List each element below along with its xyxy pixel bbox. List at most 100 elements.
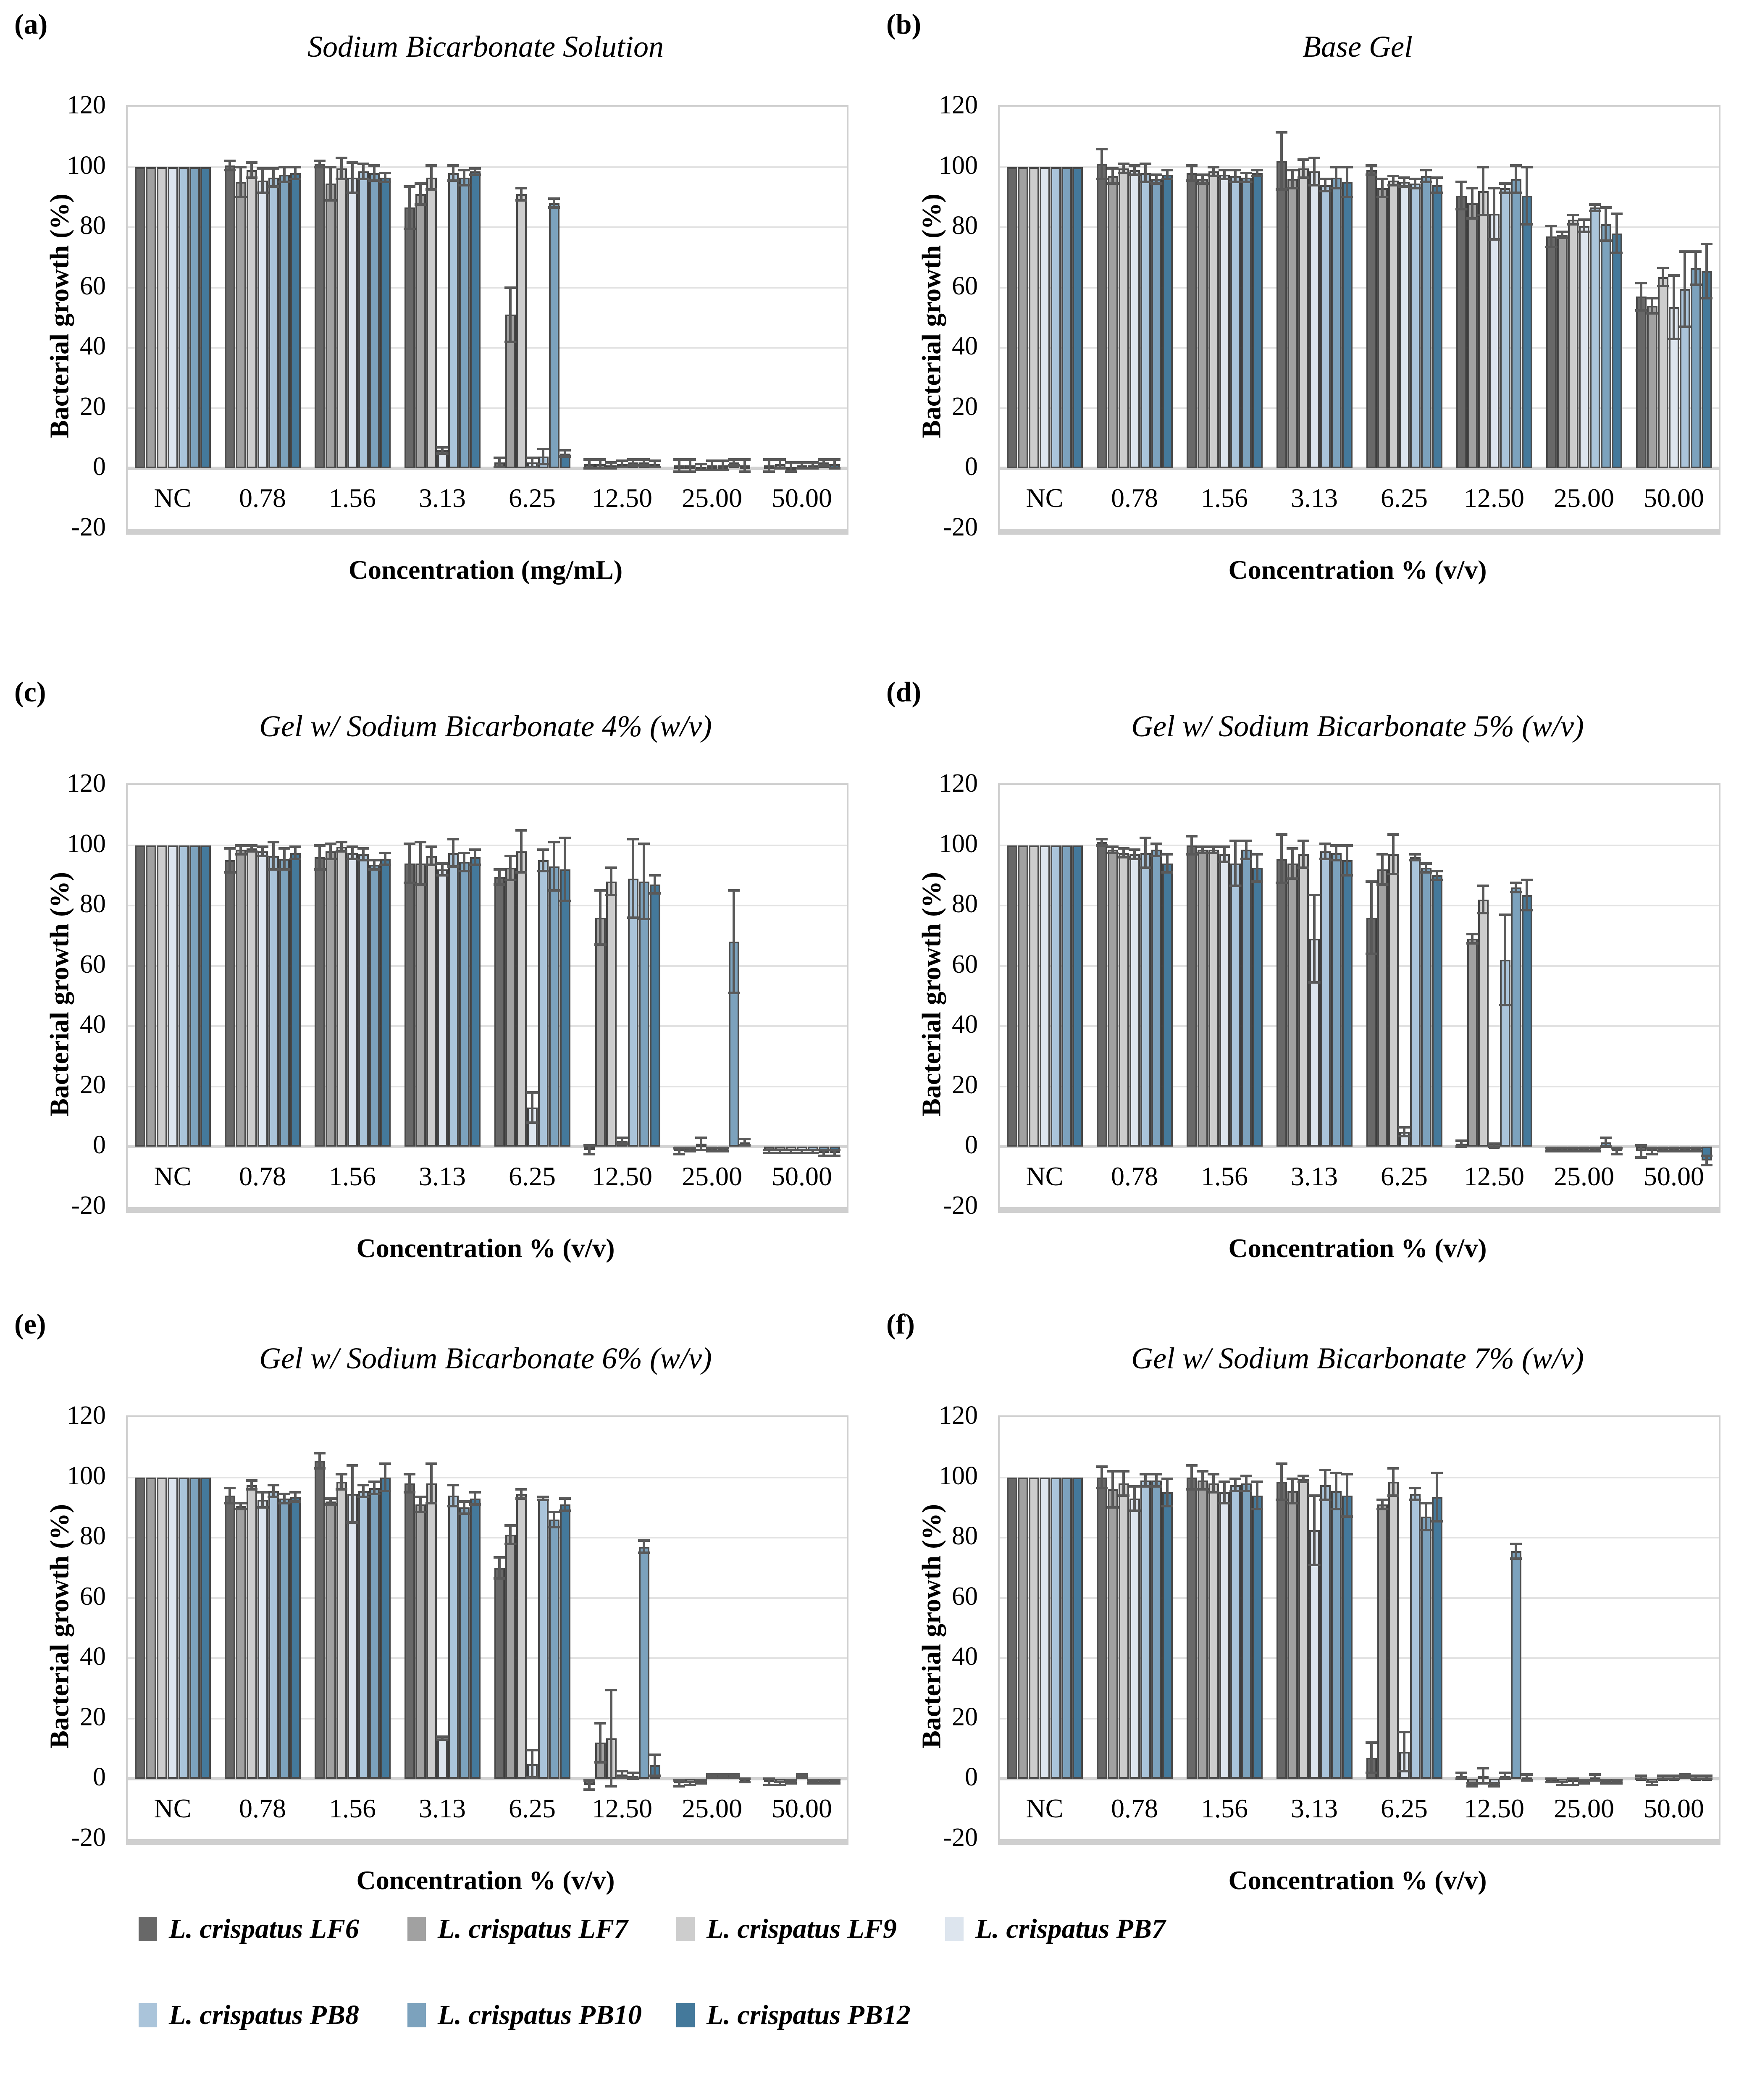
bar <box>538 860 549 1147</box>
error-bar <box>1572 215 1574 224</box>
error-bar <box>542 850 544 871</box>
error-bar <box>1414 179 1416 188</box>
error-bar-cap <box>627 1772 639 1774</box>
bar <box>358 854 369 1147</box>
error-bar <box>1245 840 1248 859</box>
bar <box>1186 845 1197 1147</box>
error-bar-cap <box>785 1148 797 1151</box>
error-bar-cap <box>1477 1782 1489 1785</box>
error-bar <box>1403 1732 1405 1772</box>
chart-panel-c: (c) Gel w/ Sodium Bicarbonate 4% (w/v) 1… <box>0 630 872 1273</box>
bar <box>156 845 167 1147</box>
error-bar-cap <box>706 469 718 472</box>
error-bar-cap <box>739 1780 751 1783</box>
error-bar-cap <box>289 1491 301 1494</box>
bar <box>279 1498 290 1779</box>
panel-label: (b) <box>886 8 922 40</box>
error-bar <box>1515 1544 1517 1559</box>
error-bar-cap <box>526 1776 538 1779</box>
error-bar-cap <box>314 160 326 163</box>
error-bar-cap <box>1240 1489 1252 1492</box>
y-tick-label: 80 <box>80 890 106 919</box>
error-bar <box>553 842 555 891</box>
error-bar <box>1256 1482 1258 1509</box>
error-bar <box>509 856 512 880</box>
gridline <box>1000 407 1719 409</box>
error-bar-cap <box>1319 842 1331 845</box>
error-bar <box>474 168 476 175</box>
error-bar-cap <box>1657 267 1669 270</box>
error-bar-cap <box>1455 208 1467 211</box>
error-bar <box>1335 167 1337 188</box>
bar <box>1096 164 1107 469</box>
y-tick-label: 60 <box>952 950 978 979</box>
bar <box>1579 226 1589 469</box>
error-bar-cap <box>706 1150 718 1153</box>
error-bar-cap <box>1387 184 1399 186</box>
error-bar <box>1144 837 1147 868</box>
error-bar <box>643 459 645 466</box>
error-bar-cap <box>1567 1147 1579 1150</box>
y-axis-title: Bacterial growth (%) <box>44 872 74 1116</box>
error-bar-cap <box>246 850 257 853</box>
bar <box>1287 179 1298 469</box>
bar <box>1410 1494 1421 1779</box>
error-bar-cap <box>605 1785 617 1788</box>
error-bar-cap <box>415 182 426 185</box>
error-bar-cap <box>278 847 290 850</box>
error-bar-cap <box>379 851 391 854</box>
gridline <box>128 1025 847 1027</box>
error-bar-cap <box>1409 1486 1421 1489</box>
error-bar-cap <box>774 1780 786 1783</box>
bar <box>459 177 470 469</box>
bar <box>246 170 257 469</box>
error-bar <box>643 843 645 919</box>
error-bar-cap <box>268 185 279 188</box>
bar <box>1399 182 1410 469</box>
bar <box>1320 185 1331 469</box>
error-bar-cap <box>1567 1150 1579 1153</box>
error-bar <box>509 1525 512 1544</box>
error-bar-cap <box>1140 836 1151 839</box>
error-bar <box>1705 244 1708 298</box>
error-bar-cap <box>436 452 448 455</box>
error-bar-cap <box>1611 1779 1623 1782</box>
bar <box>167 167 178 469</box>
error-bar <box>1583 220 1585 232</box>
error-bar <box>329 167 332 200</box>
zero-gridline <box>1000 1145 1719 1149</box>
bar <box>494 877 505 1147</box>
error-bar-cap <box>1431 1520 1443 1522</box>
error-bar <box>1705 1776 1708 1779</box>
error-bar-cap <box>1107 167 1119 170</box>
bar <box>638 881 649 1147</box>
bar <box>200 845 211 1147</box>
x-category-label: 0.78 <box>1111 1793 1158 1824</box>
gridline <box>128 1657 847 1659</box>
bar <box>1118 853 1129 1147</box>
error-bar <box>1370 1743 1373 1773</box>
error-bar-cap <box>1208 845 1219 848</box>
error-bar-cap <box>559 449 571 452</box>
error-bar-cap <box>1701 1774 1712 1777</box>
error-bar <box>520 830 523 873</box>
y-tick-label: 60 <box>80 1582 106 1611</box>
bar <box>1017 1477 1028 1779</box>
error-bar-cap <box>1477 912 1489 915</box>
bar <box>1320 851 1331 1147</box>
error-bar-cap <box>336 1488 347 1491</box>
error-bar <box>441 1736 444 1740</box>
error-bar-cap <box>818 1782 830 1785</box>
bar <box>1489 213 1500 469</box>
error-bar <box>588 1145 591 1155</box>
legend-swatch-pb10 <box>407 2003 426 2027</box>
error-bar-cap <box>1387 1467 1399 1470</box>
error-bar-cap <box>1330 1471 1342 1474</box>
error-bar-cap <box>807 1151 819 1154</box>
bar <box>1252 1495 1263 1779</box>
error-bar <box>678 1148 680 1155</box>
error-bar-cap <box>1330 1507 1342 1510</box>
error-bar-cap <box>289 857 301 860</box>
bar <box>1039 845 1050 1147</box>
error-bar <box>272 168 275 187</box>
